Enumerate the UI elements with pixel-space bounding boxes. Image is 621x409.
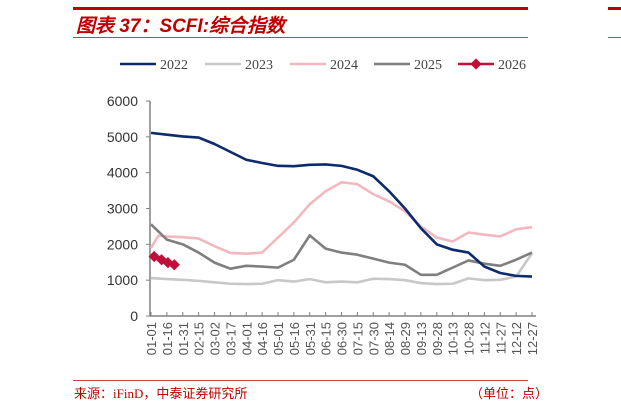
legend-item-2026: 2026 — [458, 58, 526, 73]
x-tick-label: 10-28 — [462, 322, 477, 355]
x-tick-label: 01-16 — [160, 322, 175, 355]
legend-label: 2022 — [160, 58, 188, 73]
x-tick-label: 03-02 — [208, 322, 223, 355]
source-note: 来源：iFinD，中泰证券研究所 — [74, 386, 248, 401]
footer-rule — [73, 380, 528, 381]
y-tick-label: 2000 — [107, 236, 138, 252]
series-line-2022 — [150, 131, 533, 278]
legend-label: 2024 — [330, 58, 358, 73]
x-tick-label: 11-27 — [493, 322, 508, 354]
y-tick-label: 6000 — [107, 93, 138, 109]
legend-item-2024: 2024 — [290, 58, 358, 73]
x-tick-label: 07-30 — [366, 322, 381, 355]
x-tick-label: 09-28 — [430, 322, 445, 355]
series-line-2023 — [150, 252, 534, 286]
title-underline — [73, 37, 528, 38]
x-tick-label: 03-17 — [223, 322, 238, 355]
x-tick-label: 04-16 — [255, 322, 270, 355]
x-tick-label: 12-27 — [525, 322, 540, 355]
legend-item-2022: 2022 — [120, 58, 188, 73]
x-tick-label: 07-15 — [350, 322, 365, 355]
x-tick-label: 11-12 — [477, 322, 492, 354]
legend-label: 2023 — [245, 58, 273, 73]
x-tick-label: 05-31 — [303, 322, 318, 355]
y-tick-label: 3000 — [107, 201, 138, 217]
x-tick-label: 08-14 — [382, 322, 397, 355]
header-rule-fragment — [608, 7, 621, 10]
y-tick-label: 1000 — [107, 272, 138, 288]
legend-marker-diamond-icon — [470, 58, 482, 70]
y-tick-label: 0 — [130, 308, 138, 324]
x-tick-label: 05-16 — [287, 322, 302, 355]
x-tick-label: 02-15 — [192, 322, 207, 355]
x-tick-label: 08-29 — [398, 322, 413, 355]
y-tick-label: 5000 — [107, 129, 138, 145]
data-point-2026 — [168, 259, 180, 271]
x-tick-label: 01-01 — [144, 322, 159, 355]
x-tick-label: 06-15 — [319, 322, 334, 355]
x-tick-label: 06-30 — [335, 322, 350, 355]
header-rule — [73, 7, 528, 10]
legend-label: 2025 — [414, 58, 442, 73]
x-tick-label: 10-13 — [446, 322, 461, 355]
unit-note: （单位：点） — [470, 386, 549, 401]
title-underline-fragment — [608, 37, 621, 38]
x-tick-label: 01-31 — [176, 322, 191, 355]
y-tick-label: 4000 — [107, 165, 138, 181]
x-tick-label: 05-01 — [271, 322, 286, 355]
series-line-2024 — [149, 181, 533, 255]
series-line-2025 — [150, 223, 533, 277]
legend-item-2025: 2025 — [374, 58, 442, 73]
x-tick-label: 04-01 — [239, 322, 254, 355]
legend-label: 2026 — [498, 58, 526, 73]
x-tick-label: 09-13 — [414, 322, 429, 355]
legend-item-2023: 2023 — [205, 58, 273, 73]
x-tick-label: 12-12 — [509, 322, 524, 355]
chart-title: 图表 37：SCFI:综合指数 — [76, 16, 286, 37]
